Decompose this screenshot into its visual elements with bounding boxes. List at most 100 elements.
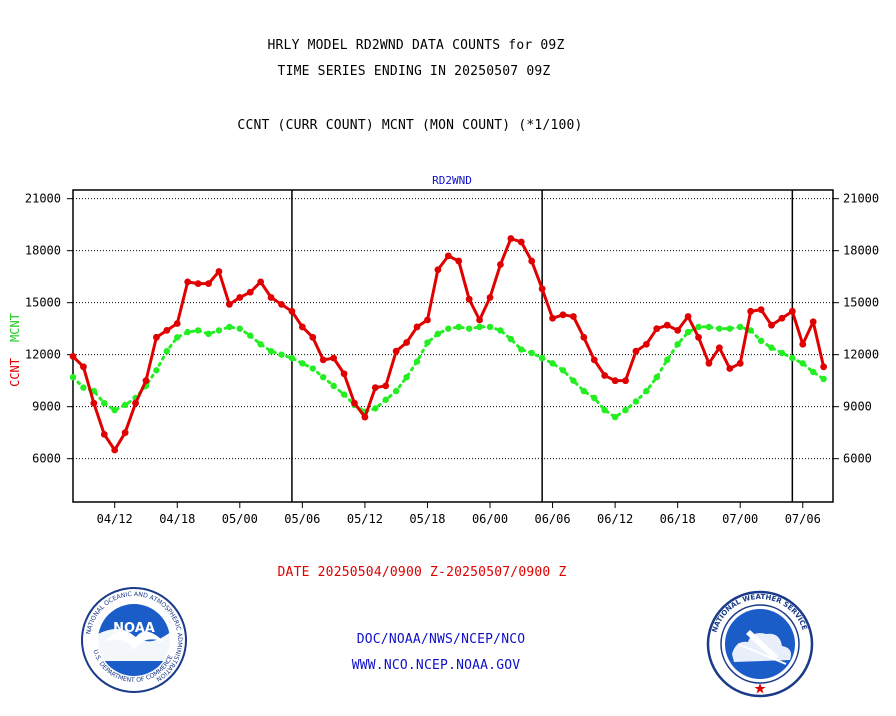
data-point-ccnt xyxy=(674,327,682,334)
data-point-mcnt xyxy=(528,349,535,357)
data-point-ccnt xyxy=(142,377,150,385)
day-dividers xyxy=(291,190,794,502)
series-line-mcnt xyxy=(71,325,826,419)
plot-frame xyxy=(72,189,834,503)
data-point-ccnt xyxy=(736,359,744,367)
data-point-mcnt xyxy=(267,348,275,355)
data-point-mcnt xyxy=(278,351,285,358)
x-tick-label: 07/06 xyxy=(785,512,821,526)
data-point-ccnt xyxy=(413,323,421,331)
data-point-ccnt xyxy=(799,340,807,348)
x-tick-label: 06/12 xyxy=(597,512,633,526)
data-point-mcnt xyxy=(309,365,316,372)
data-point-ccnt xyxy=(465,295,473,303)
credit-line1[interactable]: DOC/NOAA/NWS/NCEP/NCO xyxy=(356,632,526,647)
chart-title-line1: HRLY MODEL RD2WND DATA COUNTS for 09Z xyxy=(267,38,565,53)
data-point-ccnt xyxy=(434,266,442,274)
data-point-ccnt xyxy=(768,321,775,329)
data-point-ccnt xyxy=(184,278,192,286)
data-point-ccnt xyxy=(351,399,358,407)
data-point-ccnt xyxy=(747,307,755,315)
data-point-mcnt xyxy=(372,405,379,412)
noaa-logo-text: NOAA xyxy=(113,621,155,636)
nws-logo: NATIONAL WEATHER SERVICE xyxy=(706,590,814,698)
data-point-mcnt xyxy=(820,375,827,383)
data-point-ccnt xyxy=(236,294,244,301)
data-point-mcnt xyxy=(632,398,640,405)
series-group xyxy=(69,235,828,454)
data-point-ccnt xyxy=(726,365,734,372)
data-point-ccnt xyxy=(173,320,181,327)
data-point-ccnt xyxy=(267,294,275,301)
axis-ticks: 6000 6000 9000 9000 12000 12000 15000 15000 1800… xyxy=(25,192,879,526)
data-point-mcnt xyxy=(518,346,525,353)
x-tick-label: 07/00 xyxy=(722,512,758,526)
data-point-ccnt xyxy=(371,384,379,391)
y-tick-label-left: 18000 xyxy=(25,244,61,258)
data-point-ccnt xyxy=(559,311,567,319)
data-point-mcnt xyxy=(653,374,661,381)
y-axis-label-mcnt: MCNT xyxy=(8,313,22,342)
series-line-ccnt xyxy=(71,237,826,452)
data-point-mcnt xyxy=(121,401,129,409)
data-point-ccnt xyxy=(382,382,390,390)
data-point-mcnt xyxy=(392,387,400,395)
data-point-mcnt xyxy=(538,354,546,362)
data-point-ccnt xyxy=(622,377,629,385)
data-point-mcnt xyxy=(434,330,442,338)
data-point-mcnt xyxy=(330,382,337,390)
y-axis-label-ccnt: CCNT xyxy=(8,358,22,387)
data-point-mcnt xyxy=(674,341,681,348)
y-tick-label-left: 9000 xyxy=(32,400,61,414)
data-point-ccnt xyxy=(486,294,494,301)
data-point-mcnt xyxy=(236,325,244,332)
data-point-mcnt xyxy=(643,387,650,395)
data-point-ccnt xyxy=(132,399,139,407)
data-point-mcnt xyxy=(507,335,515,343)
data-point-mcnt xyxy=(809,368,817,376)
data-point-mcnt xyxy=(737,323,744,331)
y-tick-label-right: 18000 xyxy=(843,244,879,258)
noaa-logo: NOAA NATIONAL OCEANIC AND ATMOSPHERIC AD… xyxy=(81,587,187,693)
data-point-mcnt xyxy=(413,358,421,365)
data-point-mcnt xyxy=(205,330,212,338)
x-tick-label: 05/06 xyxy=(284,512,320,526)
data-point-mcnt xyxy=(580,387,588,395)
data-point-mcnt xyxy=(789,354,796,362)
date-range: DATE 20250504/0900 Z-20250507/0900 Z xyxy=(277,565,567,580)
data-point-ccnt xyxy=(403,339,411,346)
data-point-ccnt xyxy=(809,318,817,326)
data-point-mcnt xyxy=(111,406,118,414)
data-point-ccnt xyxy=(507,235,515,242)
data-point-mcnt xyxy=(684,328,692,336)
y-tick-label-right: 12000 xyxy=(843,348,879,362)
data-point-ccnt xyxy=(309,333,317,341)
data-point-mcnt xyxy=(486,323,494,331)
y-tick-label-left: 12000 xyxy=(25,348,61,362)
data-point-mcnt xyxy=(705,323,713,331)
data-point-ccnt xyxy=(632,347,640,355)
data-point-ccnt xyxy=(392,347,400,355)
data-point-mcnt xyxy=(799,360,806,367)
y-tick-label-right: 15000 xyxy=(843,296,879,310)
data-point-ccnt xyxy=(121,429,129,437)
data-point-ccnt xyxy=(215,268,223,275)
data-point-mcnt xyxy=(591,394,598,402)
y-tick-label-right: 6000 xyxy=(843,452,872,466)
nws-star-icon xyxy=(754,683,766,694)
y-axis-label: CCNT MCNT xyxy=(8,313,22,387)
data-point-ccnt xyxy=(590,356,598,364)
data-point-ccnt xyxy=(257,278,265,286)
credit-line2[interactable]: WWW.NCO.NCEP.NOAA.GOV xyxy=(351,658,521,673)
data-point-ccnt xyxy=(111,446,119,454)
data-point-ccnt xyxy=(90,399,98,407)
data-point-ccnt xyxy=(163,327,171,334)
data-point-ccnt xyxy=(820,363,828,371)
data-point-ccnt xyxy=(528,257,536,265)
data-point-mcnt xyxy=(497,327,504,334)
y-tick-label-left: 21000 xyxy=(25,192,61,206)
y-tick-label-right: 21000 xyxy=(843,192,879,206)
data-point-mcnt xyxy=(476,323,483,331)
data-point-ccnt xyxy=(205,280,212,287)
data-point-ccnt xyxy=(788,307,796,315)
